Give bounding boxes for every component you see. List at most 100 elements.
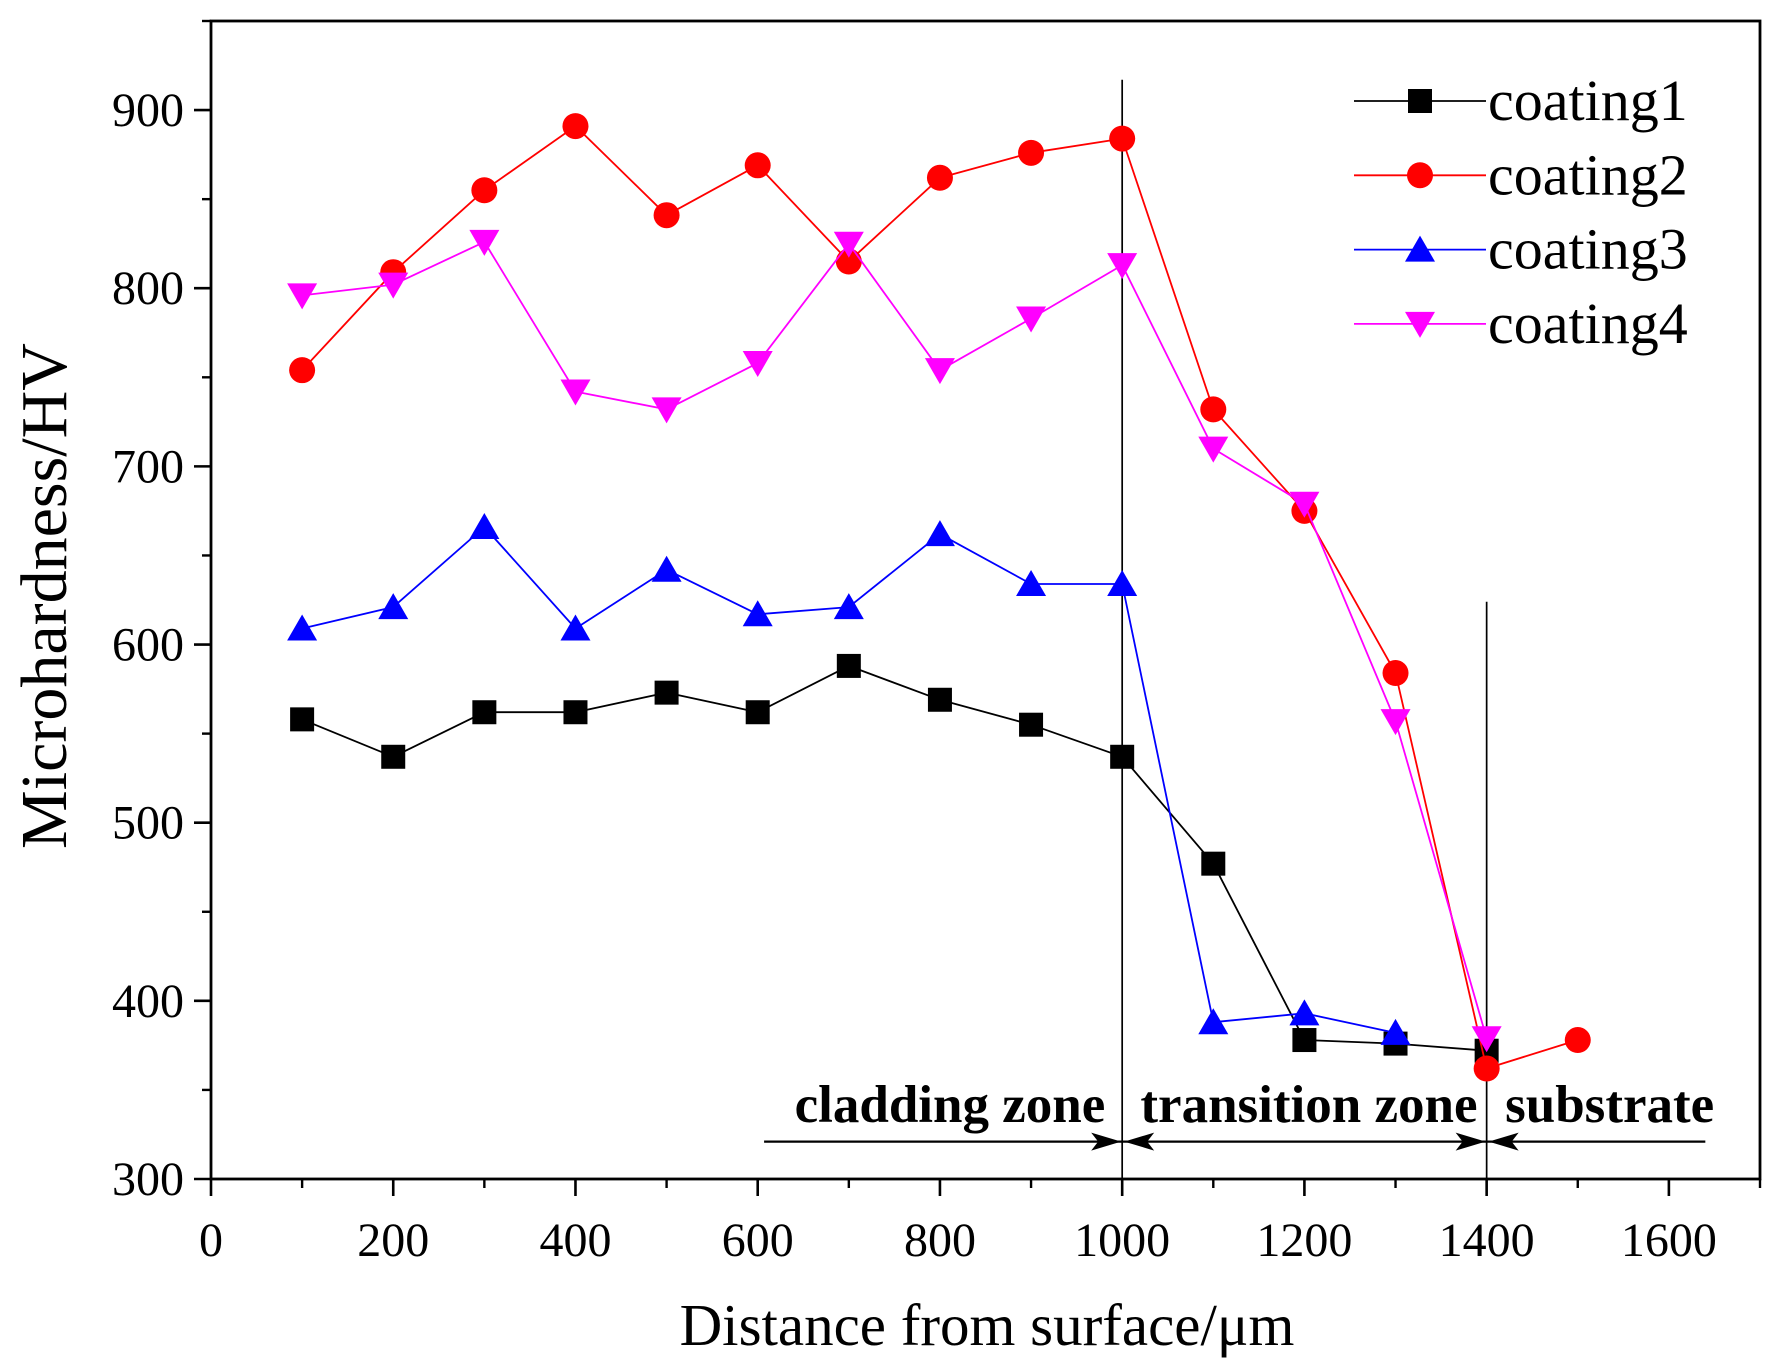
data-point-coating2-500 (653, 202, 680, 229)
legend-item-coating2: coating2 (1354, 142, 1688, 207)
data-point-coating4-700 (833, 231, 864, 258)
data-point-coating3-400 (560, 614, 591, 641)
data-point-coating1-900 (1019, 712, 1044, 737)
data-point-coating4-200 (378, 272, 409, 299)
y-tick-label: 300 (112, 1153, 184, 1206)
x-axis-label: Distance from surface/μm (680, 1292, 1295, 1358)
legend-item-coating1: coating1 (1354, 68, 1688, 133)
x-tick-label: 800 (904, 1214, 976, 1267)
data-point-coating4-600 (742, 351, 773, 378)
legend-marker-coating2 (1407, 162, 1433, 189)
data-point-coating4-1400 (1471, 1026, 1502, 1053)
data-point-coating2-100 (289, 357, 316, 384)
data-point-coating3-700 (833, 593, 864, 620)
axes: 0 200 400 600 800 1000 1200 1400 1600 300 400 500 60… (112, 19, 1762, 1267)
data-point-coating3-1100 (1198, 1008, 1229, 1035)
data-point-coating2-1100 (1200, 396, 1227, 423)
data-point-coating4-800 (924, 358, 955, 385)
data-point-coating3-300 (469, 512, 500, 539)
y-tick-label: 500 (112, 797, 184, 850)
data-point-coating3-1200 (1289, 999, 1320, 1026)
zone-arrowhead-left-1000 (1124, 1132, 1155, 1151)
legend-label-coating1: coating1 (1488, 68, 1688, 133)
data-point-coating3-900 (1016, 569, 1047, 596)
data-point-coating1-1200 (1292, 1028, 1317, 1053)
legend-item-coating4: coating4 (1354, 291, 1688, 356)
data-point-coating1-500 (654, 680, 679, 705)
data-point-coating4-1100 (1198, 436, 1229, 463)
data-point-coating3-600 (742, 600, 773, 627)
data-point-coating1-700 (836, 653, 861, 678)
series-coating3 (287, 512, 1411, 1045)
data-point-coating1-400 (563, 700, 588, 725)
data-point-coating2-600 (744, 152, 771, 179)
zone-annotations: cladding zone transition zone substrate (764, 79, 1714, 1179)
legend-label-coating2: coating2 (1488, 142, 1688, 207)
x-tick-label: 400 (539, 1214, 611, 1267)
data-point-coating3-1300 (1380, 1018, 1411, 1045)
x-tick-label: 1600 (1621, 1214, 1717, 1267)
zone-label-substrate: substrate (1505, 1076, 1714, 1134)
data-point-coating2-1400 (1473, 1055, 1500, 1082)
legend-item-coating3: coating3 (1354, 217, 1688, 282)
data-point-coating1-100 (290, 707, 315, 732)
zone-label-cladding-zone: cladding zone (795, 1076, 1106, 1134)
y-tick-label: 900 (112, 84, 184, 137)
x-tick-label: 1000 (1074, 1214, 1170, 1267)
plot-frame (209, 19, 1762, 1181)
x-tick-label: 600 (722, 1214, 794, 1267)
series-coating4 (287, 229, 1502, 1053)
series-line-coating1 (301, 665, 1487, 1052)
data-point-coating2-1300 (1382, 660, 1409, 687)
y-tick-label: 600 (112, 619, 184, 672)
data-point-coating2-300 (471, 177, 498, 204)
data-point-coating3-500 (651, 555, 682, 582)
x-tick-label: 1400 (1439, 1214, 1535, 1267)
data-point-coating2-1000 (1109, 125, 1136, 152)
data-point-coating4-1200 (1289, 491, 1320, 518)
data-point-coating4-100 (287, 283, 318, 310)
legend-marker-coating4 (1405, 311, 1435, 338)
legend-marker-coating1 (1408, 89, 1432, 113)
legend-label-coating3: coating3 (1488, 217, 1688, 282)
data-point-coating1-600 (745, 700, 770, 725)
data-point-coating2-800 (926, 164, 953, 191)
zone-arrowhead-right-1400 (1455, 1132, 1486, 1151)
series-layer (287, 113, 1591, 1082)
data-point-coating1-800 (927, 687, 952, 712)
y-tick-label: 400 (112, 975, 184, 1028)
x-tick-label: 1200 (1256, 1214, 1352, 1267)
legend: coating1 coating2 coating3 coating4 (1354, 68, 1688, 356)
x-tick-label: 0 (199, 1214, 223, 1267)
data-point-coating4-900 (1016, 306, 1047, 333)
data-point-coating3-200 (378, 593, 409, 620)
data-point-coating3-1000 (1107, 569, 1138, 596)
data-point-coating4-1000 (1107, 253, 1138, 280)
data-point-coating2-400 (562, 113, 589, 140)
data-point-coating3-800 (924, 520, 955, 547)
data-point-coating1-300 (472, 700, 497, 725)
data-point-coating4-400 (560, 379, 591, 406)
data-point-coating1-1000 (1110, 744, 1135, 769)
x-tick-label: 200 (357, 1214, 429, 1267)
data-point-coating4-300 (469, 229, 500, 256)
series-line-coating4 (301, 240, 1488, 1039)
data-point-coating2-1500 (1564, 1027, 1591, 1054)
data-point-coating1-200 (381, 744, 406, 769)
data-point-coating3-100 (287, 614, 318, 641)
y-tick-label: 700 (112, 440, 184, 493)
zone-arrowhead-right-1000 (1091, 1132, 1122, 1151)
y-axis-label: Microhardness/HV (8, 343, 81, 849)
data-point-coating2-900 (1018, 139, 1045, 166)
y-tick-label: 800 (112, 262, 184, 315)
data-point-coating1-1100 (1201, 851, 1226, 876)
data-point-coating2-700 (835, 248, 862, 275)
legend-label-coating4: coating4 (1488, 291, 1688, 356)
legend-marker-coating3 (1405, 235, 1435, 262)
zone-arrowhead-left-1400 (1488, 1132, 1519, 1151)
zone-label-transition-zone: transition zone (1140, 1076, 1477, 1134)
data-point-coating4-500 (651, 397, 682, 424)
data-point-coating4-1300 (1380, 709, 1411, 736)
